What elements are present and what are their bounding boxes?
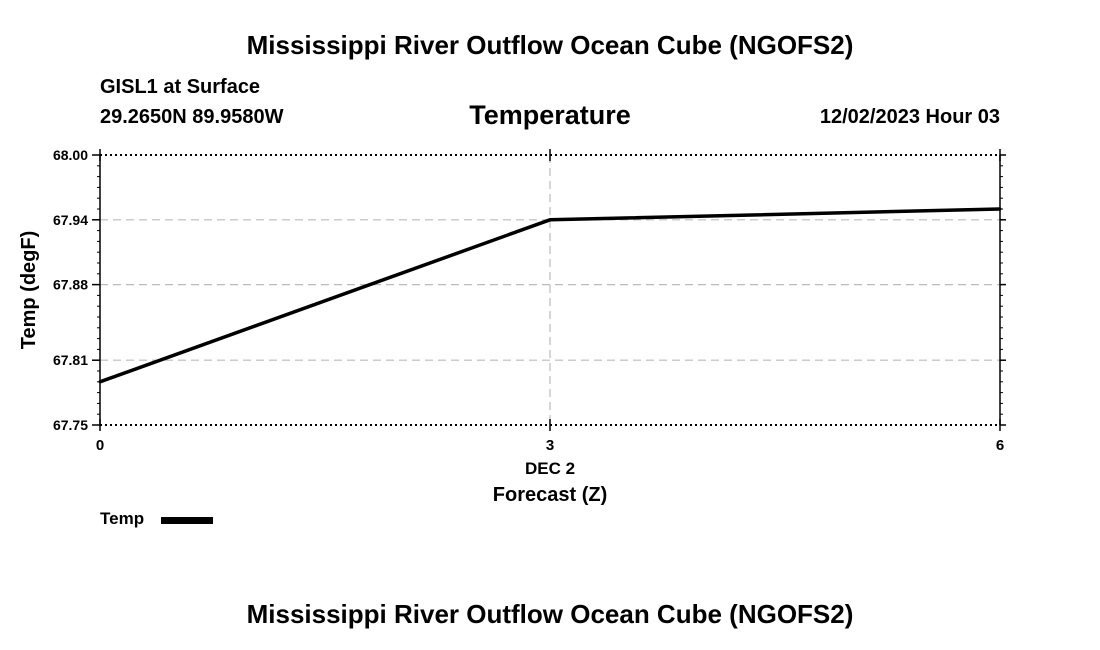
station-coords: 29.2650N 89.9580W [100,106,284,128]
y-tick-label: 68.00 [53,147,88,163]
station-name: GISL1 at Surface [100,76,261,98]
x-axis-title: Forecast (Z) [493,484,607,506]
y-axis-title: Temp (degF) [18,231,40,350]
y-tick-label: 67.75 [53,417,88,433]
y-tick-label: 67.81 [53,352,88,368]
y-tick-label: 67.88 [53,277,88,293]
legend-swatch [161,517,213,524]
data-point [548,218,552,222]
legend-label: Temp [100,509,145,528]
footer-title: Mississippi River Outflow Ocean Cube (NG… [246,599,854,629]
y-tick-label: 67.94 [53,212,88,228]
x-date-label: DEC 2 [525,459,575,478]
data-point [98,380,102,384]
x-tick-label: 3 [546,437,554,454]
chart-title: Temperature [469,100,631,130]
x-tick-label: 6 [996,437,1004,454]
main-title: Mississippi River Outflow Ocean Cube (NG… [246,30,854,60]
data-point [998,207,1002,211]
forecast-datetime: 12/02/2023 Hour 03 [819,106,1000,128]
x-tick-label: 0 [96,437,104,454]
